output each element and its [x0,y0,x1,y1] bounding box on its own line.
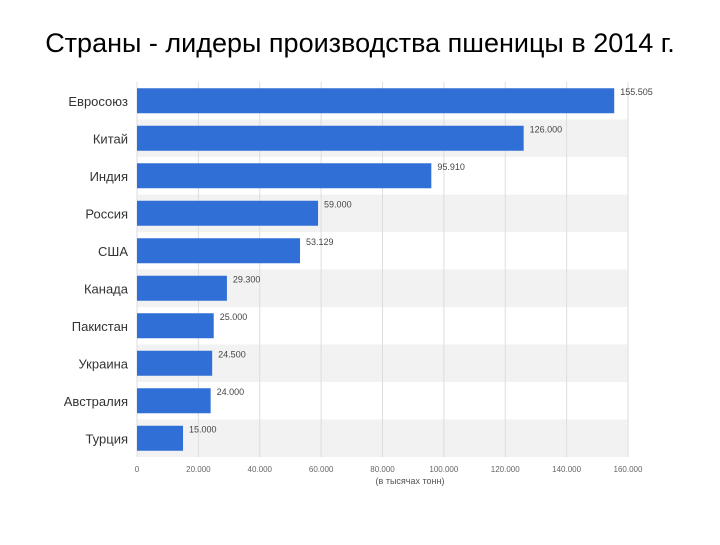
bar [137,313,214,339]
bar [137,88,615,114]
x-tick-label: 160.000 [614,465,643,474]
bar [137,425,184,451]
value-label: 95.910 [437,162,465,172]
x-tick-labels: 0 20.000 40.000 60.000 80.000 100.000 120.000 1… [135,465,643,474]
category-label: Китай [93,131,128,146]
value-label: 24.500 [218,349,246,359]
category-label: Евросоюз [68,94,128,109]
value-label: 126.000 [530,124,563,134]
value-label: 29.300 [233,274,261,284]
category-label: Украина [79,356,129,371]
x-tick-label: 60.000 [309,465,334,474]
value-labels: 155.505 126.000 95.910 59.000 53.129 29.300 25… [189,87,653,435]
x-tick-label: 100.000 [429,465,458,474]
bars [137,88,615,451]
value-label: 155.505 [620,87,653,97]
value-label: 15.000 [189,424,217,434]
category-label: Канада [84,281,129,296]
x-tick-label: 120.000 [491,465,520,474]
category-label: Турция [85,431,128,446]
bar [137,125,524,151]
category-label: Индия [90,169,128,184]
value-label: 59.000 [324,199,352,209]
category-labels: Евросоюз Китай Индия Россия США Канада Пакиста… [64,94,129,447]
x-axis-label: (в тысячах тонн) [376,476,445,486]
category-label: США [98,244,128,259]
category-label: Пакистан [72,319,128,334]
bar [137,163,432,189]
category-label: Россия [85,206,128,221]
category-label: Австралия [64,394,128,409]
value-label: 53.129 [306,237,334,247]
bar [137,200,319,226]
bar [137,275,227,301]
x-tick-label: 80.000 [370,465,395,474]
bar [137,350,213,376]
value-label: 24.000 [217,387,245,397]
x-tick-label: 140.000 [552,465,581,474]
x-tick-label: 40.000 [248,465,273,474]
value-label: 25.000 [220,312,248,322]
x-tick-label: 20.000 [186,465,211,474]
slide-title: Страны - лидеры производства пшеницы в 2… [45,28,675,58]
bar [137,388,211,414]
x-tick-label: 0 [135,465,140,474]
bar [137,238,301,264]
